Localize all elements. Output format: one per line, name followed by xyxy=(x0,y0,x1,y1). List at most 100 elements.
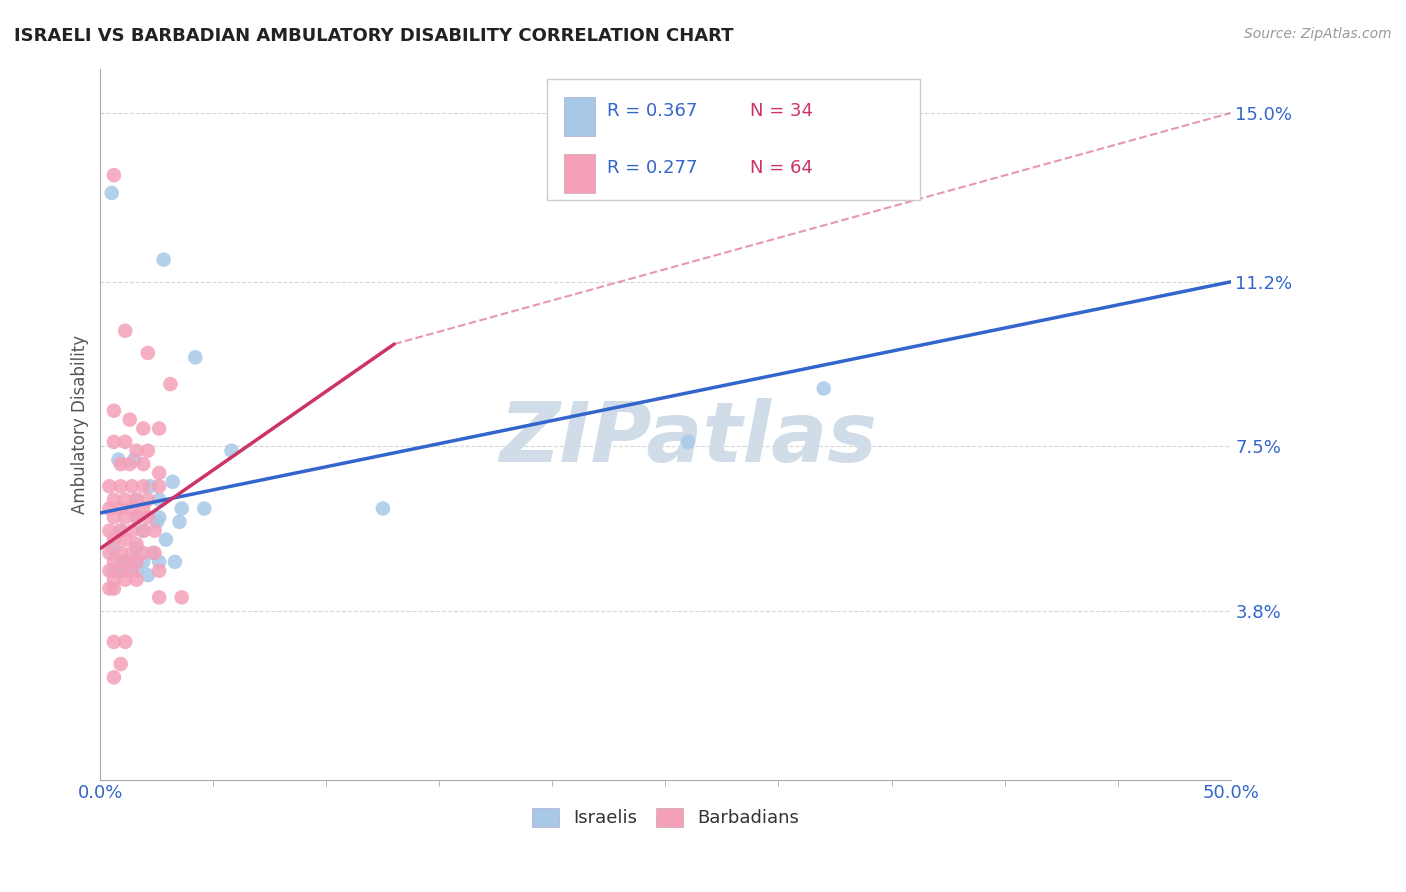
Point xyxy=(163,555,186,569)
Point xyxy=(121,501,143,516)
Bar xyxy=(564,97,595,136)
Point xyxy=(169,515,191,529)
Point xyxy=(114,564,136,578)
Point xyxy=(110,501,132,516)
Point xyxy=(125,443,148,458)
Point xyxy=(125,541,148,556)
Point xyxy=(146,515,169,529)
Point xyxy=(125,537,148,551)
Point xyxy=(148,492,170,507)
Point xyxy=(125,573,148,587)
Point xyxy=(98,564,121,578)
Point xyxy=(98,479,121,493)
Point xyxy=(132,524,155,538)
Point xyxy=(148,510,170,524)
Point xyxy=(676,434,699,449)
Point xyxy=(121,546,143,560)
Text: N = 64: N = 64 xyxy=(751,159,813,178)
Point xyxy=(148,555,170,569)
Text: ISRAELI VS BARBADIAN AMBULATORY DISABILITY CORRELATION CHART: ISRAELI VS BARBADIAN AMBULATORY DISABILI… xyxy=(14,27,734,45)
Point xyxy=(148,479,170,493)
Point xyxy=(136,443,159,458)
Point xyxy=(114,492,136,507)
Point xyxy=(136,510,159,524)
Point xyxy=(103,582,125,596)
Point xyxy=(125,555,148,569)
Point xyxy=(121,524,143,538)
Point xyxy=(121,564,143,578)
Point xyxy=(159,377,181,392)
Point xyxy=(103,403,125,417)
Point xyxy=(114,533,136,547)
Point xyxy=(813,382,835,396)
Point xyxy=(132,421,155,435)
Point xyxy=(110,524,132,538)
Point xyxy=(103,555,125,569)
Point xyxy=(103,510,125,524)
Point xyxy=(132,555,155,569)
Point xyxy=(114,573,136,587)
Point xyxy=(125,564,148,578)
Point xyxy=(110,479,132,493)
Point xyxy=(103,541,125,556)
Point xyxy=(98,546,121,560)
Point xyxy=(125,510,148,524)
Point xyxy=(132,524,155,538)
Point xyxy=(114,555,136,569)
Point xyxy=(162,475,184,489)
Point xyxy=(143,546,166,560)
Point xyxy=(132,501,155,516)
Point xyxy=(114,434,136,449)
Point xyxy=(148,564,170,578)
Point xyxy=(114,510,136,524)
Point xyxy=(148,591,170,605)
Point xyxy=(103,635,125,649)
Point xyxy=(132,479,155,493)
Point xyxy=(103,573,125,587)
Y-axis label: Ambulatory Disability: Ambulatory Disability xyxy=(72,334,89,514)
Point xyxy=(114,324,136,338)
Point xyxy=(118,555,141,569)
Point xyxy=(184,351,207,365)
Point xyxy=(170,501,193,516)
Point xyxy=(107,452,129,467)
Point xyxy=(103,564,125,578)
Point xyxy=(98,524,121,538)
Point xyxy=(100,186,122,200)
Point xyxy=(125,510,148,524)
Point xyxy=(193,501,215,516)
Legend: Israelis, Barbadians: Israelis, Barbadians xyxy=(524,801,806,835)
Point xyxy=(103,533,125,547)
Point xyxy=(103,492,125,507)
Point xyxy=(132,457,155,471)
Text: R = 0.367: R = 0.367 xyxy=(607,103,697,120)
Point xyxy=(103,434,125,449)
Point xyxy=(98,582,121,596)
Point xyxy=(155,533,177,547)
Point xyxy=(136,568,159,582)
Point xyxy=(125,492,148,507)
FancyBboxPatch shape xyxy=(547,79,920,200)
Point xyxy=(141,546,163,560)
Point xyxy=(143,524,166,538)
Text: Source: ZipAtlas.com: Source: ZipAtlas.com xyxy=(1244,27,1392,41)
Point xyxy=(118,412,141,426)
Point xyxy=(110,524,132,538)
Point xyxy=(98,501,121,516)
Point xyxy=(148,466,170,480)
Point xyxy=(132,546,155,560)
Point xyxy=(121,479,143,493)
Point xyxy=(103,168,125,182)
Point xyxy=(122,452,145,467)
Point xyxy=(110,546,132,560)
Point xyxy=(118,457,141,471)
Point xyxy=(221,443,243,458)
Point xyxy=(136,492,159,507)
Bar xyxy=(564,153,595,193)
Point xyxy=(170,591,193,605)
Text: ZIPatlas: ZIPatlas xyxy=(499,398,877,479)
Point xyxy=(110,457,132,471)
Point xyxy=(136,346,159,360)
Point xyxy=(371,501,394,516)
Point xyxy=(148,421,170,435)
